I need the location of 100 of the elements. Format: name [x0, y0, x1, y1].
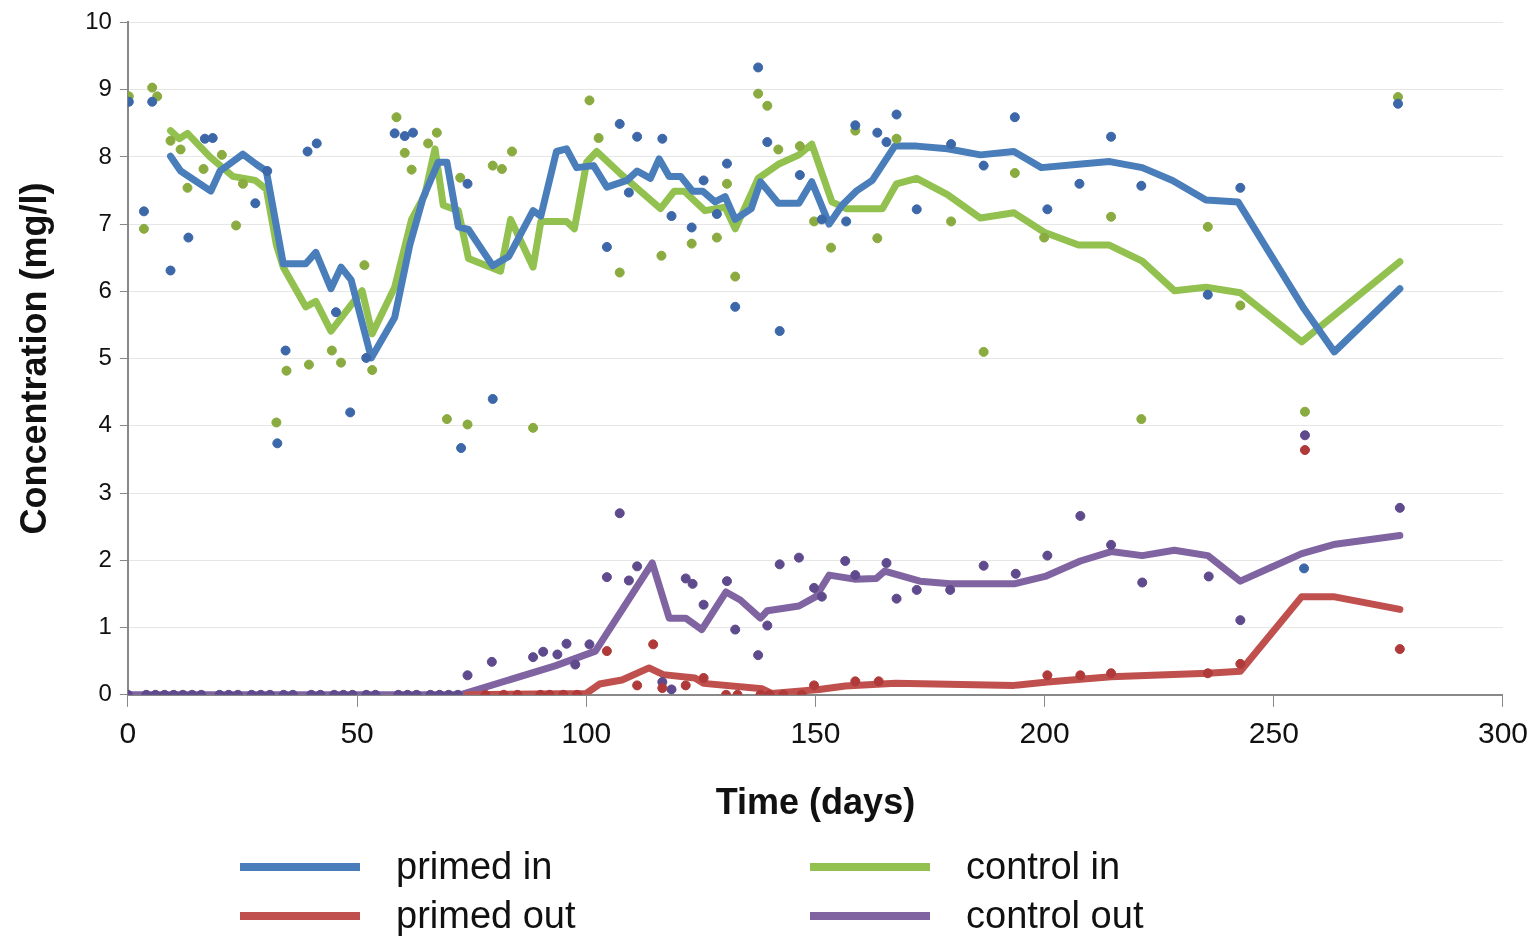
y-tick-label: 9 — [98, 74, 112, 102]
point — [147, 82, 158, 93]
point — [614, 118, 625, 129]
point — [730, 271, 741, 282]
point — [1394, 644, 1405, 655]
point — [1042, 670, 1053, 681]
point — [1106, 668, 1117, 679]
point — [272, 438, 283, 449]
point — [1299, 406, 1310, 417]
point — [326, 345, 337, 356]
y-tick-label: 5 — [98, 343, 112, 371]
point — [182, 182, 193, 193]
point — [686, 238, 697, 249]
point — [1039, 232, 1050, 243]
point — [1009, 112, 1020, 123]
point — [262, 166, 273, 176]
x-tick-label: 300 — [1477, 716, 1528, 750]
y-tick-label: 7 — [98, 208, 112, 236]
point — [1075, 670, 1086, 681]
y-tick-label: 1 — [98, 612, 112, 640]
point — [872, 233, 883, 244]
point — [359, 260, 370, 271]
x-tick-label: 0 — [119, 716, 137, 750]
point — [648, 639, 659, 650]
point — [302, 146, 313, 157]
point — [1202, 668, 1213, 679]
point — [601, 241, 612, 252]
point — [311, 138, 322, 149]
point — [632, 131, 643, 142]
point — [753, 62, 764, 73]
point — [367, 365, 378, 376]
point — [406, 164, 417, 175]
point — [165, 135, 176, 146]
point — [850, 676, 861, 687]
point — [891, 133, 902, 144]
point — [730, 301, 741, 312]
point — [1106, 211, 1117, 222]
point — [774, 326, 785, 337]
point — [303, 359, 314, 370]
point — [487, 160, 498, 171]
point — [841, 216, 852, 227]
point — [496, 163, 507, 174]
point — [336, 357, 347, 368]
point — [584, 95, 595, 106]
point — [794, 141, 805, 152]
y-tick-label: 0 — [98, 679, 112, 707]
point — [138, 223, 149, 234]
point — [656, 250, 667, 261]
point — [183, 232, 194, 243]
point — [399, 131, 410, 142]
point — [978, 346, 989, 357]
point — [721, 158, 732, 169]
point — [271, 417, 282, 428]
point — [389, 128, 400, 139]
point — [456, 443, 467, 454]
point — [721, 178, 732, 189]
point — [601, 646, 612, 657]
x-tick-label: 150 — [790, 716, 841, 750]
point — [507, 146, 517, 157]
point — [1009, 168, 1020, 179]
point — [237, 178, 248, 189]
point — [487, 393, 498, 404]
x-tick-label: 100 — [561, 716, 612, 750]
point — [1235, 300, 1246, 311]
point — [623, 187, 634, 198]
point — [978, 160, 989, 171]
point — [138, 206, 149, 217]
point — [147, 96, 158, 107]
point — [891, 109, 902, 120]
point — [1393, 98, 1404, 109]
point — [773, 144, 784, 155]
point — [1106, 131, 1117, 142]
point — [873, 676, 884, 687]
point — [946, 216, 957, 227]
point — [361, 352, 372, 363]
legend-label: primed out — [396, 894, 576, 937]
point — [816, 214, 827, 225]
point — [1202, 221, 1213, 232]
y-tick-label: 10 — [85, 7, 112, 35]
point — [593, 133, 604, 144]
point — [216, 149, 227, 160]
point — [1299, 563, 1310, 574]
point — [231, 220, 242, 231]
point — [657, 683, 668, 694]
point — [680, 680, 691, 691]
point — [794, 170, 805, 181]
point — [872, 127, 883, 138]
y-axis-title: Concentration (mg/l) — [12, 182, 54, 535]
point — [753, 88, 764, 99]
point — [462, 419, 473, 430]
point — [657, 133, 668, 144]
y-tick-label: 3 — [98, 477, 112, 505]
y-tick-label: 4 — [98, 410, 112, 438]
point — [391, 112, 402, 123]
point — [330, 307, 341, 318]
point — [280, 345, 291, 356]
point — [698, 175, 709, 186]
point — [826, 242, 837, 253]
x-tick-label: 50 — [340, 716, 374, 750]
point — [614, 267, 625, 278]
